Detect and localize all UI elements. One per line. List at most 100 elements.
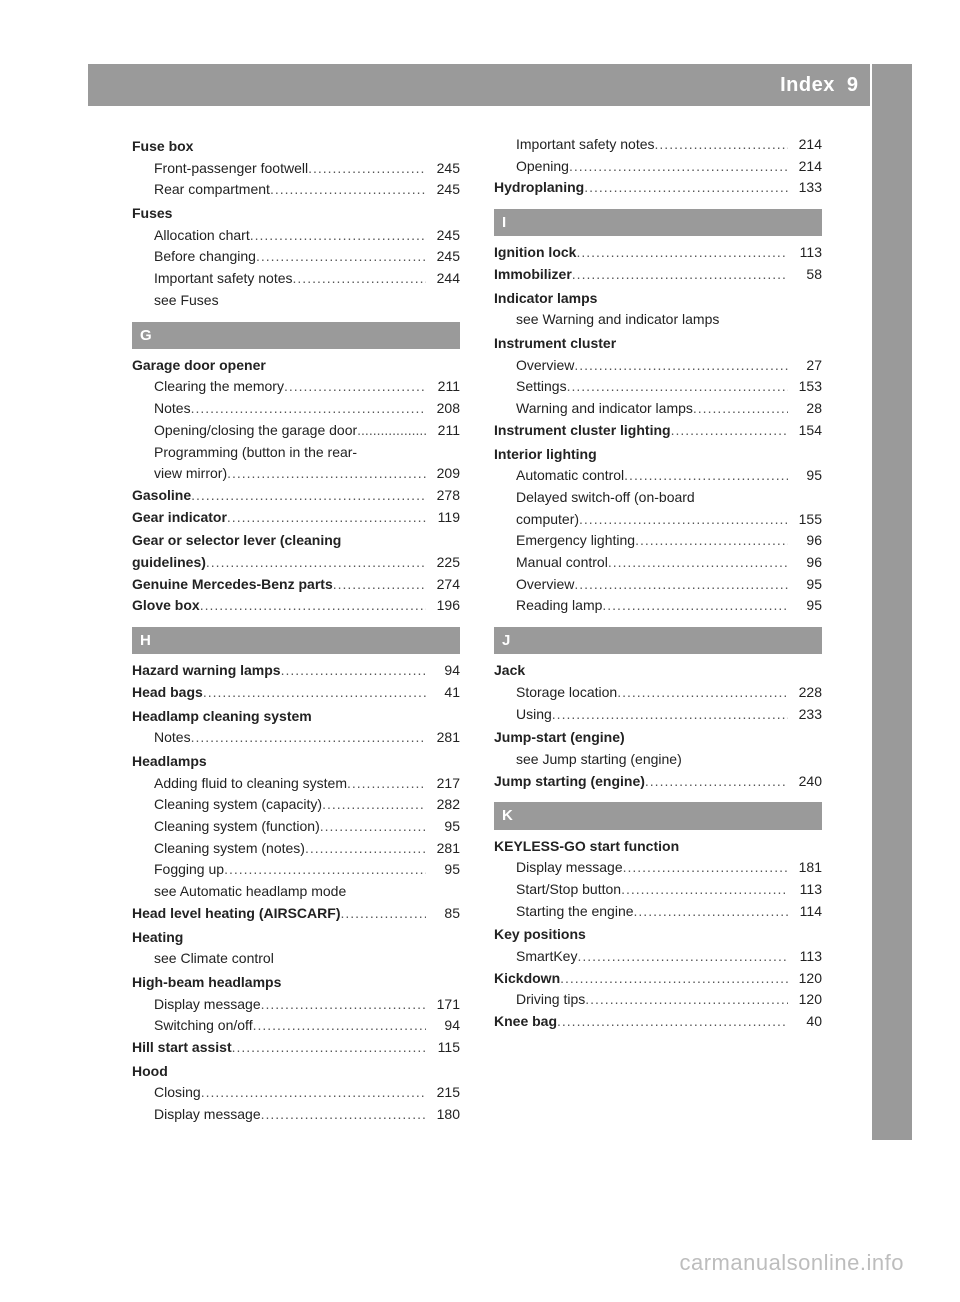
index-entry-page: 41 — [426, 682, 460, 704]
index-heading: Instrument cluster — [494, 333, 822, 355]
section-letter: K — [494, 802, 822, 829]
leader-dots — [270, 179, 426, 201]
index-entry-line1: Programming (button in the rear- — [132, 442, 460, 464]
leader-dots — [635, 530, 788, 552]
index-entry: Instrument cluster lighting 154 — [494, 420, 822, 442]
index-entry-label: Overview — [516, 355, 574, 377]
index-heading: Headlamp cleaning system — [132, 706, 460, 728]
index-entry-label: Display message — [516, 857, 623, 879]
index-heading: Jack — [494, 660, 822, 682]
index-entry-label: Storage location — [516, 682, 617, 704]
index-entry: Adding fluid to cleaning system 217 — [132, 773, 460, 795]
index-heading: Heating — [132, 927, 460, 949]
index-entry: Notes 281 — [132, 727, 460, 749]
leader-dots — [200, 595, 426, 617]
index-entry-label: Using — [516, 704, 552, 726]
index-entry-label: Cleaning system (capacity) — [154, 794, 322, 816]
index-entry-label: Gasoline — [132, 485, 191, 507]
index-entry: Hill start assist 115 — [132, 1037, 460, 1059]
index-entry-label: Ignition lock — [494, 242, 576, 264]
index-entry-label: view mirror) — [154, 463, 227, 485]
leader-dots — [320, 816, 426, 838]
index-entry-page: 27 — [788, 355, 822, 377]
index-entry-label: Before changing — [154, 246, 256, 268]
index-entry: Rear compartment 245 — [132, 179, 460, 201]
index-entry-page: 95 — [788, 465, 822, 487]
index-entry: Switching on/off 94 — [132, 1015, 460, 1037]
leader-dots — [308, 158, 426, 180]
index-entry-page: 209 — [426, 463, 460, 485]
index-entry: Cleaning system (notes) 281 — [132, 838, 460, 860]
index-entry-page: 217 — [426, 773, 460, 795]
leader-dots — [305, 838, 426, 860]
index-heading: Hood — [132, 1061, 460, 1083]
index-entry-page: 40 — [788, 1011, 822, 1033]
index-entry-page: 225 — [426, 552, 460, 574]
leader-dots — [322, 794, 426, 816]
leader-dots — [624, 465, 788, 487]
index-entry-label: Warning and indicator lamps — [516, 398, 693, 420]
index-entry-label: Reading lamp — [516, 595, 602, 617]
index-entry: Settings 153 — [494, 376, 822, 398]
index-heading: Key positions — [494, 924, 822, 946]
leader-dots — [645, 771, 788, 793]
index-entry: Before changing 245 — [132, 246, 460, 268]
leader-dots — [572, 264, 788, 286]
index-entry-label: Head bags — [132, 682, 203, 704]
index-entry-label: Display message — [154, 994, 261, 1016]
index-entry-label: Cleaning system (function) — [154, 816, 320, 838]
index-entry-label: Important safety notes — [154, 268, 293, 290]
column-right: Important safety notes 214Opening 214Hyd… — [494, 134, 822, 1126]
index-entry-page: 245 — [426, 225, 460, 247]
leader-dots — [191, 398, 426, 420]
index-entry-label: Opening/closing the garage door — [154, 420, 357, 442]
index-entry-page: 208 — [426, 398, 460, 420]
index-entry-label: Emergency lighting — [516, 530, 635, 552]
watermark: carmanualsonline.info — [679, 1250, 904, 1276]
index-entry-page: 282 — [426, 794, 460, 816]
index-entry-page: 96 — [788, 552, 822, 574]
index-entry-label: Start/Stop button — [516, 879, 621, 901]
index-entry-label: Rear compartment — [154, 179, 270, 201]
index-entry-label: Hill start assist — [132, 1037, 232, 1059]
section-letter: H — [132, 627, 460, 654]
index-entry-label: Overview — [516, 574, 574, 596]
index-heading: Indicator lamps — [494, 288, 822, 310]
index-entry: Warning and indicator lamps 28 — [494, 398, 822, 420]
index-entry-page: 181 — [788, 857, 822, 879]
index-xref: see Jump starting (engine) — [494, 749, 822, 771]
leader-dots — [293, 268, 426, 290]
index-entry: Display message 171 — [132, 994, 460, 1016]
index-entry-label: Starting the engine — [516, 901, 634, 923]
index-entry-label: Instrument cluster lighting — [494, 420, 671, 442]
index-entry: Head bags 41 — [132, 682, 460, 704]
index-entry-page: 28 — [788, 398, 822, 420]
index-entry: Automatic control 95 — [494, 465, 822, 487]
leader-dots — [253, 1015, 426, 1037]
leader-dots — [584, 177, 788, 199]
index-entry-line1: Gear or selector lever (cleaning — [132, 530, 460, 552]
leader-dots — [232, 1037, 426, 1059]
index-entry-page: 95 — [788, 595, 822, 617]
leader-dots — [224, 859, 426, 881]
index-entry-label: SmartKey — [516, 946, 577, 968]
leader-dots — [227, 507, 426, 529]
index-entry: Fogging up 95 — [132, 859, 460, 881]
index-entry: Overview 95 — [494, 574, 822, 596]
index-entry-label: Glove box — [132, 595, 200, 617]
top-bar-right: Index 9 — [780, 64, 870, 106]
index-entry-page: 120 — [788, 968, 822, 990]
index-entry: Overview 27 — [494, 355, 822, 377]
index-entry-page: 94 — [426, 660, 460, 682]
index-entry: Driving tips 120 — [494, 989, 822, 1011]
index-entry-page: 114 — [788, 901, 822, 923]
leader-dots — [347, 773, 426, 795]
index-xref: see Automatic headlamp mode — [132, 881, 460, 903]
index-entry-label: Notes — [154, 727, 191, 749]
index-entry-page: 214 — [788, 134, 822, 156]
index-entry: Opening/closing the garage door 211 — [132, 420, 460, 442]
index-entry-page: 94 — [426, 1015, 460, 1037]
leader-dots — [693, 398, 788, 420]
index-entry-label: Gear indicator — [132, 507, 227, 529]
index-entry: Hazard warning lamps 94 — [132, 660, 460, 682]
